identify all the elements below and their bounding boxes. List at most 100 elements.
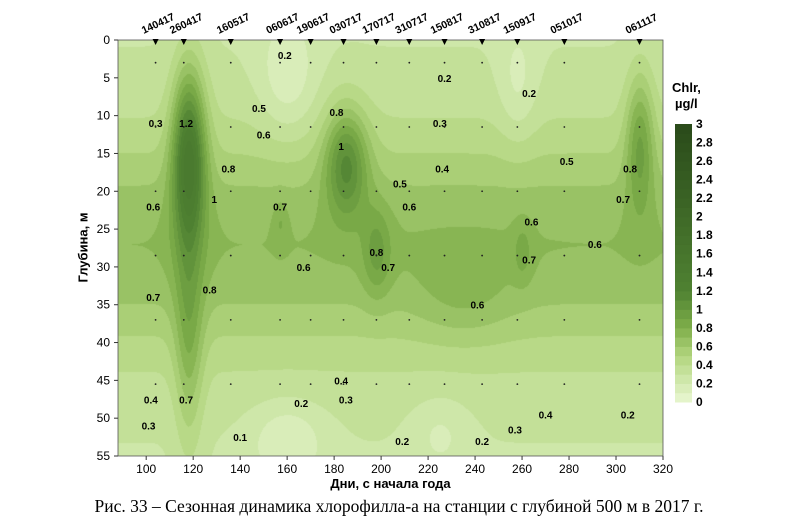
contour-label: 0.8 (330, 108, 344, 119)
contour-chart: 0.3 0.6 0.7 0.4 0.3 1.2 1 0.8 0.8 0.7 0.2 0.5 0.6 0.7… (97, 11, 713, 476)
contour-label: 0.2 (278, 51, 292, 62)
sample-point (516, 126, 519, 128)
contour-label: 0.5 (252, 104, 266, 115)
colorbar-segment (675, 198, 692, 208)
sample-point (638, 61, 641, 64)
colorbar-segment (675, 216, 692, 227)
colorbar-title-line2: µg/l (675, 96, 698, 111)
y-tick-label: 35 (97, 298, 111, 312)
x-tick-label: 220 (418, 462, 438, 476)
station-label: 061117 (624, 11, 660, 36)
sample-point (154, 190, 157, 193)
x-tick-label: 120 (183, 462, 203, 476)
y-tick-label: 55 (97, 449, 111, 463)
station-marker (406, 39, 413, 45)
sample-point (309, 126, 312, 128)
station-marker (479, 39, 486, 45)
sample-point (408, 383, 411, 386)
contour-label: 0.3 (508, 426, 522, 437)
colorbar-segment (675, 327, 692, 338)
sample-point (342, 190, 345, 193)
contour-label: 0.5 (560, 157, 574, 168)
contour-label: 0.3 (149, 119, 163, 130)
sample-point (443, 61, 446, 64)
colorbar-tick-label: 3 (696, 117, 703, 131)
colorbar-segment (675, 392, 692, 403)
sample-point (229, 254, 232, 257)
sample-point (481, 126, 484, 128)
x-axis-label: Дни, с начала года (330, 476, 451, 491)
contour-label: 0.6 (257, 131, 271, 142)
x-tick-label: 180 (324, 462, 344, 476)
sample-point (563, 318, 566, 321)
contour-label: 0.4 (435, 165, 449, 176)
sample-point (481, 61, 484, 64)
sample-point (443, 254, 446, 257)
sample-point (516, 61, 519, 64)
colorbar-segment (675, 235, 692, 245)
sample-point (229, 383, 232, 386)
sample-point (279, 126, 281, 128)
colorbar-segment (675, 225, 692, 236)
sample-point (481, 383, 484, 386)
colorbar-segment (675, 124, 692, 134)
station-label: 150817 (429, 11, 466, 37)
x-tick-label: 200 (371, 462, 391, 476)
x-tick-label: 240 (465, 462, 485, 476)
sample-point (408, 318, 411, 321)
sample-point (375, 318, 378, 321)
contour-label: 0.7 (273, 202, 287, 213)
y-axis-label: Глубина, м (75, 212, 91, 283)
sample-point (516, 254, 519, 257)
sample-point (481, 318, 484, 321)
colorbar-segment (675, 318, 692, 329)
chlorophyll-field (118, 40, 663, 456)
colorbar-segment (675, 244, 692, 255)
colorbar-segment (675, 383, 692, 394)
y-tick-label: 10 (97, 109, 111, 123)
sample-point (375, 254, 378, 257)
contour-label: 0.2 (522, 89, 536, 100)
station-marker (636, 39, 643, 45)
sample-point (563, 254, 566, 257)
sample-point (375, 61, 378, 64)
colorbar-segment (675, 346, 692, 357)
colorbar-tick-label: 0.2 (696, 376, 713, 390)
station-label: 060617 (264, 11, 301, 37)
y-tick-label: 0 (103, 33, 110, 47)
station-marker (277, 39, 284, 45)
sample-point (638, 318, 641, 321)
colorbar-tick-label: 0.8 (696, 321, 713, 335)
colorbar-segment (675, 281, 692, 292)
colorbar-tick-label: 2.8 (696, 136, 713, 150)
x-tick-label: 100 (136, 462, 156, 476)
colorbar-tick-label: 1.2 (696, 284, 713, 298)
sample-point (182, 190, 185, 193)
x-tick-label: 160 (277, 462, 297, 476)
colorbar-tick-label: 2.6 (696, 154, 713, 168)
sample-point (342, 126, 345, 128)
colorbar-segment (675, 263, 692, 273)
contour-label: 0.8 (369, 248, 383, 259)
colorbar: 3 2.8 2.6 2.4 2.2 2 1.8 1.6 1.4 1.2 1 0.8 0.6 0.4 0.2 0 (675, 117, 713, 409)
sample-point (182, 61, 185, 64)
sample-point (375, 126, 378, 128)
sample-point (182, 126, 185, 128)
contour-label: 0.2 (475, 437, 489, 448)
y-tick-label: 20 (97, 184, 111, 198)
sample-point (279, 318, 281, 321)
contour-label: 0.3 (433, 119, 447, 130)
contour-label: 0.7 (179, 395, 193, 406)
colorbar-tick-label: 1.8 (696, 228, 713, 242)
sample-point (279, 254, 281, 257)
sample-point (481, 190, 484, 193)
contour-label: 0.2 (438, 74, 452, 85)
colorbar-segment (675, 337, 692, 347)
sample-point (279, 383, 281, 386)
station-marker (514, 39, 521, 45)
sample-point (563, 126, 566, 128)
sample-point (309, 383, 312, 386)
contour-label: 0.6 (588, 240, 602, 251)
colorbar-segment (675, 142, 692, 153)
station-label: 030717 (328, 11, 365, 37)
